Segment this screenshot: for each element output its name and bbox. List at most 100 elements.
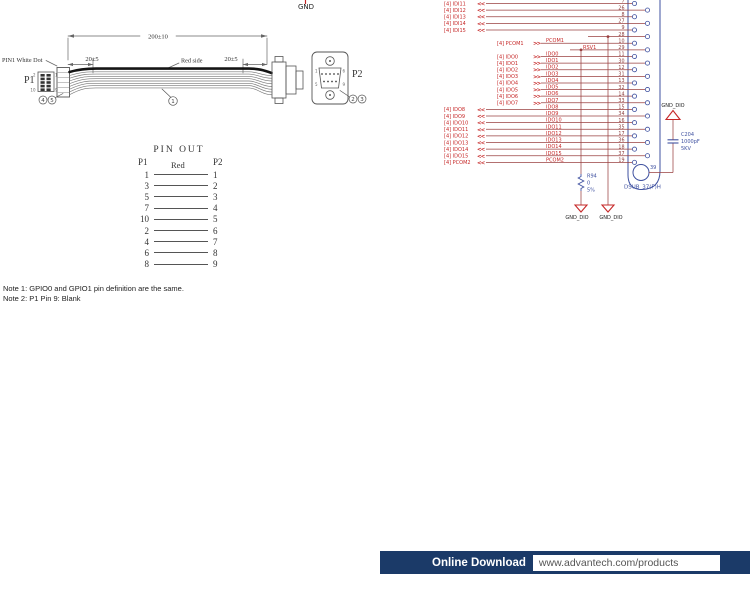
- dsub-pin-circle: [632, 27, 638, 33]
- offpage-chevron-icon: >>: [533, 41, 542, 47]
- dsub-connector-body: [627, 0, 661, 191]
- cable-wire: [69, 85, 272, 93]
- pinout-p2-pin: 2: [213, 180, 218, 191]
- resistor-value: 0: [587, 181, 590, 187]
- offpage-chevron-icon: >>: [533, 94, 542, 100]
- p1-pin: [46, 88, 51, 91]
- dsub-pin-circle: [645, 7, 651, 13]
- p2-pin-dot: [327, 80, 329, 83]
- signal-label: [4] IDO5: [497, 87, 518, 93]
- callout-p1-a: 4: [41, 98, 45, 104]
- pin-number: 33: [618, 98, 624, 104]
- download-url[interactable]: www.advantech.com/products: [532, 554, 720, 571]
- signal-label: [4] PCOM2: [444, 160, 471, 166]
- p1-pin: [46, 81, 51, 84]
- net-label: IDO6: [546, 91, 558, 97]
- offpage-chevron-icon: <<: [477, 154, 486, 160]
- offpage-chevron-icon: <<: [477, 21, 486, 27]
- pin-number: 10: [618, 38, 624, 44]
- callout-p2-a: 2: [351, 97, 355, 103]
- cable-wire: [69, 76, 272, 82]
- schematic-diagram: DSUB_37(F)H 39 [4] IDI11 << 7 [4] IDI12 << 26 [4…: [444, 0, 700, 221]
- dsub-pin-circle: [645, 73, 651, 79]
- pin-number: 34: [618, 111, 624, 117]
- p2-pin-dot: [335, 80, 337, 83]
- dimension-total-text: 200±10: [148, 34, 168, 41]
- callout-circle: [348, 94, 358, 104]
- capacitor-value: 1000pF: [681, 139, 700, 145]
- p2-pin-dot: [333, 73, 335, 75]
- pin-number: 19: [618, 158, 624, 164]
- net-label: IDO3: [546, 71, 558, 77]
- signal-label: [4] IDO0: [497, 54, 518, 60]
- cable-wire: [69, 87, 272, 96]
- offpage-chevron-icon: >>: [533, 74, 542, 80]
- net-label: IDO8: [546, 104, 558, 110]
- p1-pin: [40, 74, 45, 77]
- junction-dot: [579, 48, 583, 52]
- pinout-col-p2: P2: [213, 157, 223, 167]
- offpage-chevron-icon: <<: [477, 15, 486, 21]
- net-label: IDO13: [546, 138, 562, 144]
- gnd-dio-label: GND_DIO: [599, 215, 622, 221]
- p2-pin-dot: [321, 73, 323, 75]
- pinout-p1-pin: 1: [144, 169, 150, 180]
- signal-label: [4] IDI13: [444, 15, 466, 21]
- pin-number: 7: [621, 0, 624, 5]
- net-label: IDO1: [546, 58, 558, 64]
- signal-label: [4] IDI14: [444, 21, 466, 27]
- dsub-pin-circle: [645, 34, 651, 40]
- pinout-rows: 1 1 3 2 5 3 7 4 10 5 2 6 4 7 6 8 8 9: [133, 169, 229, 270]
- offpage-chevron-icon: >>: [533, 54, 542, 60]
- callout-cable: 1: [171, 99, 175, 105]
- dsub-pin-circle: [645, 140, 651, 146]
- callout-circle: [168, 96, 178, 106]
- pinout-wire-line: [154, 196, 208, 198]
- net-label: PCOM1: [546, 38, 564, 44]
- p1-pin-mark-2: 2: [33, 73, 36, 78]
- cable-assembly-drawing: 200±10 20±5 20±5 Red side PIN1 White: [2, 34, 367, 106]
- p1-pin: [46, 84, 51, 88]
- gnd-symbol: [600, 204, 616, 213]
- net-label: IDO15: [546, 151, 562, 157]
- gnd-dio-label: GND_DIO: [565, 215, 588, 221]
- note-1: Note 1: GPIO0 and GPIO1 pin definition a…: [3, 284, 184, 293]
- pin-number: 9: [621, 25, 624, 31]
- p1-pin: [40, 88, 45, 91]
- dsub-pin-circle: [632, 106, 638, 112]
- p2-screw-top: [325, 56, 335, 66]
- pinout-p1-pin: 3: [144, 180, 150, 191]
- gnd-dio-label: GND_DIO: [661, 103, 684, 109]
- pinout-p1-pin: 4: [144, 236, 150, 247]
- offpage-chevron-icon: >>: [533, 81, 542, 87]
- pin-number: 36: [618, 138, 624, 144]
- dsub-pin-circle: [632, 93, 638, 99]
- pinout-p1-pin: 2: [144, 225, 150, 236]
- dimension-right-text: 20±5: [224, 56, 237, 63]
- offpage-chevron-icon: >>: [533, 61, 542, 67]
- p2-pin-dot: [325, 73, 327, 75]
- pinout-p2-pin: 9: [213, 259, 218, 270]
- cable-wires: [69, 71, 272, 96]
- cable-wire: [69, 71, 272, 76]
- pin-number: 32: [618, 85, 624, 91]
- callout-p2-b: 3: [360, 97, 364, 103]
- pin-number: 29: [618, 45, 624, 51]
- pin39-label: 39: [650, 165, 656, 171]
- net-label: IDO11: [546, 124, 562, 130]
- pinout-wire-line: [154, 207, 208, 209]
- offpage-chevron-icon: <<: [477, 8, 486, 14]
- net-label: IDO5: [546, 85, 558, 91]
- p1-pin: [40, 77, 45, 81]
- signal-label: [4] PCOM1: [497, 41, 524, 47]
- offpage-chevron-icon: <<: [477, 127, 486, 133]
- callout-circle: [357, 94, 367, 104]
- pin-number: 16: [618, 118, 624, 124]
- red-side-wire: [68, 67, 273, 75]
- p1-pin-mark-9: 9: [55, 88, 58, 93]
